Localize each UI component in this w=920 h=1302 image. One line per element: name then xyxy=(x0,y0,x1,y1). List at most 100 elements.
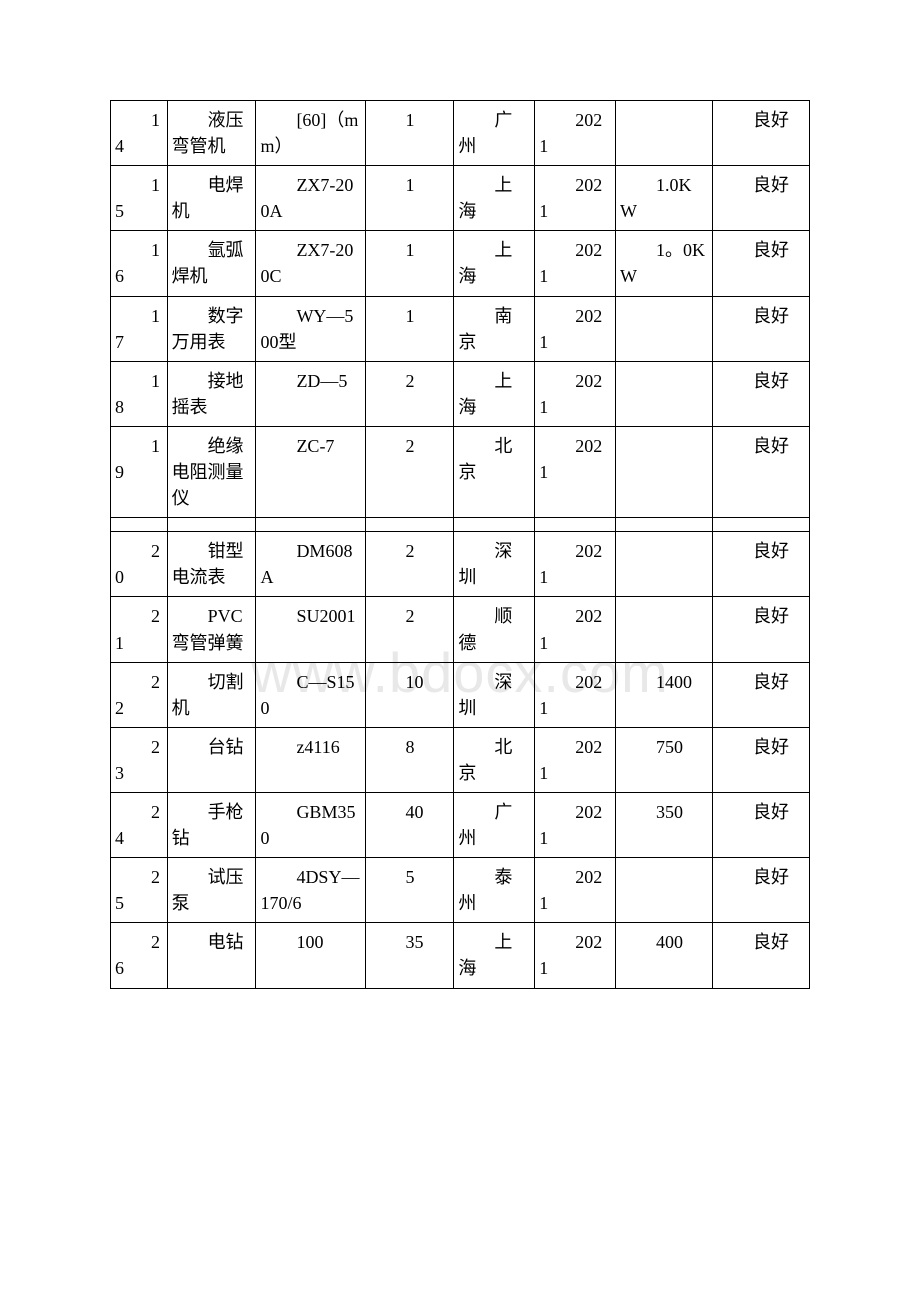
cell-text: 良好 xyxy=(717,538,805,564)
table-cell: 试压泵 xyxy=(167,858,256,923)
table-cell: 良好 xyxy=(712,858,809,923)
table-cell: 泰州 xyxy=(454,858,535,923)
cell-text: 深圳 xyxy=(458,669,530,721)
table-cell: 350 xyxy=(616,792,713,857)
cell-text: 1 xyxy=(370,237,450,263)
table-cell: 电焊机 xyxy=(167,166,256,231)
table-row: 20钳型电流表DM608A2深圳2021良好 xyxy=(111,532,810,597)
cell-text: 1 xyxy=(370,107,450,133)
table-cell: 16 xyxy=(111,231,168,296)
table-cell: 19 xyxy=(111,426,168,517)
table-cell: 2 xyxy=(365,597,454,662)
cell-text: 顺德 xyxy=(458,603,530,655)
cell-text: 台钻 xyxy=(172,734,252,760)
table-cell: 40 xyxy=(365,792,454,857)
cell-text: 1400 xyxy=(620,669,708,695)
cell-text: 上海 xyxy=(458,368,530,420)
table-cell: 氩弧焊机 xyxy=(167,231,256,296)
cell-text: 19 xyxy=(115,433,163,485)
cell-text: 1 xyxy=(370,303,450,329)
cell-text: 电钻 xyxy=(172,929,252,955)
table-cell: 上海 xyxy=(454,166,535,231)
cell-text: 2021 xyxy=(539,237,611,289)
table-cell: 南京 xyxy=(454,296,535,361)
cell-text: 良好 xyxy=(717,107,805,133)
table-cell: 1 xyxy=(365,166,454,231)
table-row: 23台钻z41168北京2021750良好 xyxy=(111,727,810,792)
table-cell: 手枪钻 xyxy=(167,792,256,857)
table-cell: 广州 xyxy=(454,101,535,166)
table-cell: 2021 xyxy=(535,361,616,426)
table-cell: 北京 xyxy=(454,727,535,792)
table-cell: 25 xyxy=(111,858,168,923)
cell-text: 上海 xyxy=(458,237,530,289)
table-cell: 4DSY—170/6 xyxy=(256,858,365,923)
cell-text: 北京 xyxy=(458,734,530,786)
table-row: 19绝缘电阻测量仪ZC-72北京2021良好 xyxy=(111,426,810,517)
cell-text: 良好 xyxy=(717,799,805,825)
spacer-cell xyxy=(167,518,256,532)
cell-text: 北京 xyxy=(458,433,530,485)
spacer-cell xyxy=(535,518,616,532)
cell-text: 22 xyxy=(115,669,163,721)
cell-text: ZD—5 xyxy=(260,368,360,394)
table-cell: 26 xyxy=(111,923,168,988)
cell-text: 1 xyxy=(370,172,450,198)
table-row: 22切割机C—S15010深圳20211400良好 xyxy=(111,662,810,727)
cell-text: 10 xyxy=(370,669,450,695)
table-cell: 深圳 xyxy=(454,532,535,597)
table-cell: 2021 xyxy=(535,792,616,857)
table-row: 15电焊机ZX7-200A1上海20211.0KW良好 xyxy=(111,166,810,231)
spacer-cell xyxy=(454,518,535,532)
table-cell: 24 xyxy=(111,792,168,857)
table-row xyxy=(111,518,810,532)
cell-text: 良好 xyxy=(717,237,805,263)
table-cell: 台钻 xyxy=(167,727,256,792)
cell-text: 手枪钻 xyxy=(172,799,252,851)
table-cell: 2021 xyxy=(535,727,616,792)
cell-text: 8 xyxy=(370,734,450,760)
cell-text: 20 xyxy=(115,538,163,590)
cell-text: 2021 xyxy=(539,864,611,916)
table-cell: GBM350 xyxy=(256,792,365,857)
table-cell: 1 xyxy=(365,101,454,166)
cell-text: 1.0KW xyxy=(620,172,708,224)
cell-text: GBM350 xyxy=(260,799,360,851)
table-cell: 良好 xyxy=(712,923,809,988)
spacer-cell xyxy=(616,518,713,532)
cell-text: 2 xyxy=(370,538,450,564)
table-cell: 切割机 xyxy=(167,662,256,727)
cell-text: ZX7-200C xyxy=(260,237,360,289)
cell-text: 良好 xyxy=(717,734,805,760)
table-cell: ZX7-200A xyxy=(256,166,365,231)
table-cell: 1 xyxy=(365,231,454,296)
cell-text: 2021 xyxy=(539,734,611,786)
table-cell: 2021 xyxy=(535,426,616,517)
table-cell: 良好 xyxy=(712,597,809,662)
cell-text: 26 xyxy=(115,929,163,981)
spacer-cell xyxy=(365,518,454,532)
table-cell: 液压弯管机 xyxy=(167,101,256,166)
cell-text: C—S150 xyxy=(260,669,360,721)
cell-text: 16 xyxy=(115,237,163,289)
table-cell: DM608A xyxy=(256,532,365,597)
cell-text: PVC弯管弹簧 xyxy=(172,603,252,655)
table-cell: 5 xyxy=(365,858,454,923)
cell-text: [60]（mm） xyxy=(260,107,360,159)
table-cell: 2021 xyxy=(535,166,616,231)
table-cell: 2021 xyxy=(535,858,616,923)
table-row: 17数字万用表WY—500型1南京2021良好 xyxy=(111,296,810,361)
table-cell: 2 xyxy=(365,361,454,426)
table-cell: 绝缘电阻测量仪 xyxy=(167,426,256,517)
cell-text: 深圳 xyxy=(458,538,530,590)
table-cell xyxy=(616,597,713,662)
table-row: 26电钻10035上海2021400良好 xyxy=(111,923,810,988)
table-cell: 良好 xyxy=(712,426,809,517)
cell-text: SU2001 xyxy=(260,603,360,629)
table-cell: 10 xyxy=(365,662,454,727)
cell-text: ZC-7 xyxy=(260,433,360,459)
cell-text: 电焊机 xyxy=(172,172,252,224)
cell-text: 2021 xyxy=(539,433,611,485)
spacer-cell xyxy=(111,518,168,532)
table-cell: 1。0KW xyxy=(616,231,713,296)
